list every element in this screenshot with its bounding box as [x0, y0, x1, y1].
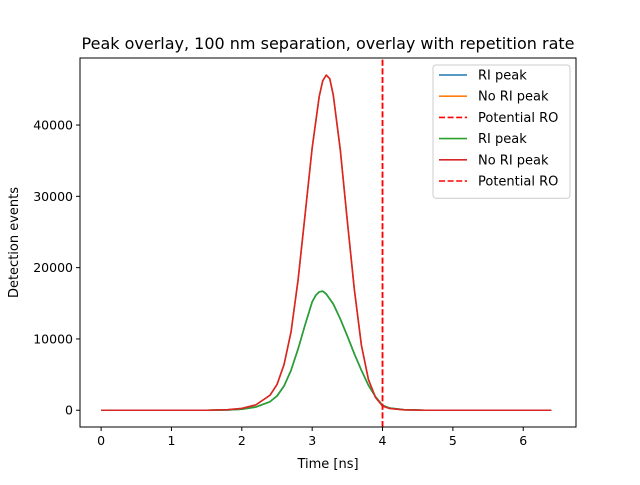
- legend-label: Potential RO: [478, 111, 558, 126]
- y-tick-label: 10000: [33, 331, 73, 346]
- plot-area: [101, 58, 552, 427]
- y-tick-label: 40000: [33, 118, 73, 133]
- y-tick-label: 0: [65, 403, 73, 418]
- x-axis: 0 1 2 3 4 5 6: [97, 427, 527, 448]
- legend: RI peak No RI peak Potential RO RI peak No R…: [432, 64, 571, 199]
- series-line-1: [101, 290, 552, 412]
- legend-label: RI peak: [478, 132, 527, 147]
- x-tick-label: 6: [519, 433, 527, 448]
- y-axis: 0 10000 20000 30000 40000: [33, 118, 80, 418]
- series-line-4: [101, 290, 552, 412]
- x-tick-label: 3: [308, 433, 316, 448]
- legend-label: No RI peak: [478, 90, 549, 105]
- x-tick-label: 1: [167, 433, 175, 448]
- x-tick-label: 5: [449, 433, 457, 448]
- y-axis-label: Detection events: [7, 187, 22, 298]
- x-axis-label: Time [ns]: [296, 457, 358, 472]
- legend-label: No RI peak: [478, 153, 549, 168]
- y-tick-label: 30000: [33, 189, 73, 204]
- legend-label: RI peak: [478, 69, 527, 84]
- x-tick-label: 4: [379, 433, 387, 448]
- chart-title: Peak overlay, 100 nm separation, overlay…: [82, 34, 575, 53]
- legend-label: Potential RO: [478, 175, 558, 190]
- series-line-5: [101, 74, 552, 412]
- x-tick-label: 0: [97, 433, 105, 448]
- y-tick-label: 20000: [33, 260, 73, 275]
- legend-box: [432, 64, 571, 199]
- x-tick-label: 2: [238, 433, 246, 448]
- axes-frame: [79, 57, 577, 428]
